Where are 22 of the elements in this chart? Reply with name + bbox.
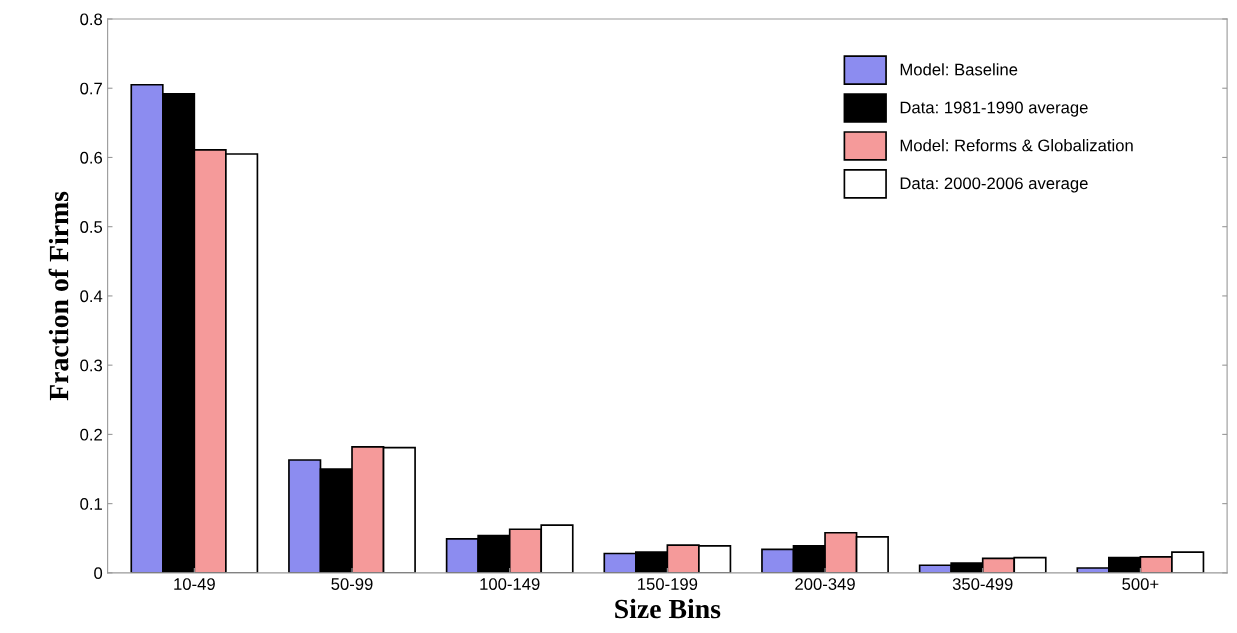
- legend-label: Data: 1981-1990 average: [900, 101, 1088, 117]
- y-tick-label: 0.5: [80, 221, 103, 233]
- y-tick-label: 0.3: [80, 359, 103, 372]
- x-tick-label: 10-49: [174, 578, 215, 590]
- legend-label: Model: Reforms & Globalization: [900, 139, 1133, 152]
- y-tick-label: 0.6: [80, 151, 103, 164]
- y-tick-label: 0.7: [80, 82, 102, 95]
- x-tick-label: 100-149: [480, 578, 540, 590]
- legend-label: Data: 2000-2006 average: [900, 177, 1088, 193]
- y-axis-title: Fraction of Firms: [48, 191, 69, 401]
- y-tick-label: 0.2: [80, 428, 102, 441]
- y-tick-label: 0: [94, 567, 103, 580]
- x-tick-label: 150-199: [638, 578, 698, 590]
- x-tick-label: 200-349: [795, 578, 855, 590]
- x-tick-label: 350-499: [952, 578, 1013, 590]
- y-tick-label: 0.1: [80, 498, 102, 510]
- x-tick-label: 50-99: [331, 578, 373, 590]
- y-tick-label: 0.8: [80, 13, 103, 26]
- y-tick-label: 0.4: [80, 290, 103, 303]
- x-axis-title: Size Bins: [615, 598, 721, 619]
- legend-label: Model: Baseline: [900, 63, 1018, 76]
- x-tick-label: 500+: [1122, 578, 1159, 590]
